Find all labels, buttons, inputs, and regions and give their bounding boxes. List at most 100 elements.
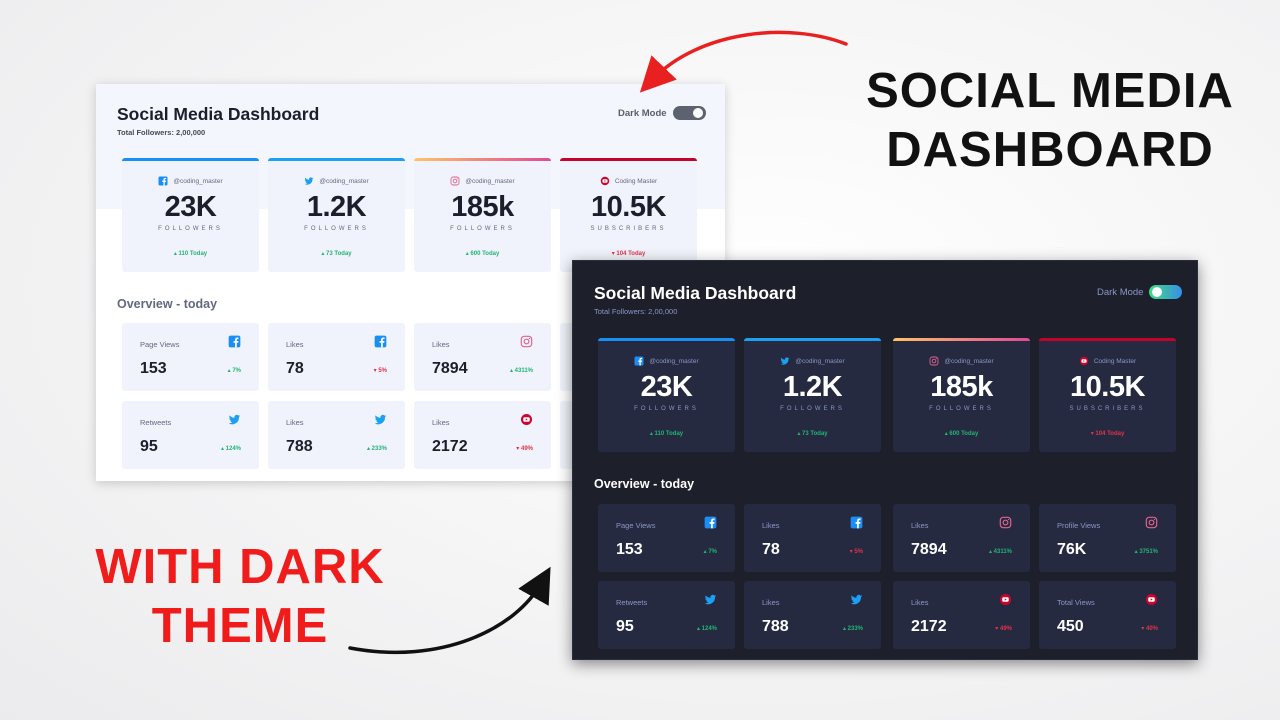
overview-card[interactable]: Retweets 95 ▴ 124% bbox=[122, 401, 259, 469]
headline-line-1: SOCIAL MEDIA bbox=[866, 64, 1234, 118]
arrow-up-icon: ▴ bbox=[227, 368, 233, 374]
overview-change-value: 3751% bbox=[1139, 549, 1158, 555]
overview-change-value: 49% bbox=[520, 446, 533, 452]
overview-value: 2172 bbox=[911, 618, 947, 635]
headline-line-2: THEME bbox=[151, 598, 329, 653]
follower-card-instagram[interactable]: @coding_master 185k FOLLOWERS ▴ 600 Today bbox=[414, 158, 551, 272]
overview-card[interactable]: Likes 7894 ▴ 4311% bbox=[893, 504, 1030, 572]
overview-card[interactable]: Profile Views 76K ▴ 3751% bbox=[1039, 504, 1176, 572]
total-followers: Total Followers: 2,00,000 bbox=[117, 128, 206, 137]
overview-value: 95 bbox=[616, 618, 634, 635]
arrow-up-icon: ▴ bbox=[1134, 549, 1140, 555]
overview-card[interactable]: Page Views 153 ▴ 7% bbox=[122, 323, 259, 391]
arrow-down-icon: ▾ bbox=[373, 368, 379, 374]
card-accent-bar bbox=[598, 338, 735, 341]
overview-value: 153 bbox=[140, 360, 167, 377]
page-title: Social Media Dashboard bbox=[117, 104, 320, 124]
headline-with-dark-theme: WITH DARK THEME bbox=[40, 538, 440, 656]
card-accent-bar bbox=[122, 158, 259, 161]
today-value: 110 Today bbox=[178, 251, 208, 257]
follower-card-youtube[interactable]: Coding Master 10.5K SUBSCRIBERS ▾ 104 Today bbox=[560, 158, 697, 272]
headline-line-1: WITH DARK bbox=[95, 540, 385, 594]
dark-mode-switch[interactable]: Dark Mode bbox=[1097, 285, 1183, 299]
overview-change-value: 40% bbox=[1145, 626, 1158, 632]
overview-label: Page Views bbox=[616, 521, 656, 530]
instagram-icon bbox=[520, 335, 533, 353]
total-followers: Total Followers: 2,00,000 bbox=[594, 307, 678, 316]
today-value: 104 Today bbox=[1095, 431, 1125, 437]
overview-card[interactable]: Retweets 95 ▴ 124% bbox=[598, 581, 735, 649]
follower-card-instagram[interactable]: @coding_master 185k FOLLOWERS ▴ 600 Today bbox=[893, 338, 1030, 452]
youtube-icon bbox=[1079, 356, 1089, 366]
card-accent-bar bbox=[414, 158, 551, 161]
overview-card[interactable]: Likes 78 ▾ 5% bbox=[744, 504, 881, 572]
overview-change-value: 233% bbox=[847, 626, 863, 632]
card-handle: @coding_master bbox=[744, 356, 881, 366]
overview-label: Likes bbox=[432, 418, 450, 427]
follower-count: 10.5K bbox=[591, 191, 666, 223]
overview-label: Page Views bbox=[140, 340, 180, 349]
overview-change: ▾ 40% bbox=[1141, 625, 1158, 632]
dark-mode-label: Dark Mode bbox=[618, 107, 667, 119]
card-handle: @coding_master bbox=[893, 356, 1030, 366]
arrow-up-icon: ▴ bbox=[703, 549, 709, 555]
today-change: ▴ 73 Today bbox=[744, 430, 881, 437]
card-handle: @coding_master bbox=[122, 176, 259, 186]
card-accent-bar bbox=[1039, 338, 1176, 341]
overview-value: 450 bbox=[1057, 618, 1084, 635]
today-value: 73 Today bbox=[326, 251, 352, 257]
dark-mode-toggle[interactable] bbox=[1149, 285, 1183, 299]
overview-card[interactable]: Likes 2172 ▾ 49% bbox=[893, 581, 1030, 649]
today-change: ▴ 600 Today bbox=[414, 250, 551, 257]
overview-change: ▴ 124% bbox=[697, 625, 717, 632]
arrow-up-icon: ▴ bbox=[842, 626, 848, 632]
follower-card-twitter[interactable]: @coding_master 1.2K FOLLOWERS ▴ 73 Today bbox=[268, 158, 405, 272]
overview-card[interactable]: Likes 78 ▾ 5% bbox=[268, 323, 405, 391]
dark-mode-toggle[interactable] bbox=[672, 106, 706, 120]
follower-count: 1.2K bbox=[306, 191, 367, 223]
arrow-up-icon: ▴ bbox=[988, 549, 994, 555]
overview-value: 7894 bbox=[432, 360, 468, 377]
follower-count: 10.5K bbox=[1070, 371, 1145, 403]
card-handle: @coding_master bbox=[268, 176, 405, 186]
card-handle: Coding Master bbox=[1039, 356, 1176, 366]
follower-unit: FOLLOWERS bbox=[304, 226, 369, 232]
follower-card-facebook[interactable]: @coding_master 23K FOLLOWERS ▴ 110 Today bbox=[122, 158, 259, 272]
overview-card[interactable]: Likes 788 ▴ 233% bbox=[744, 581, 881, 649]
overview-card[interactable]: Likes 2172 ▾ 49% bbox=[414, 401, 551, 469]
overview-card[interactable]: Likes 7894 ▴ 4311% bbox=[414, 323, 551, 391]
arrow-up-icon: ▴ bbox=[220, 446, 226, 452]
overview-change: ▴ 233% bbox=[367, 445, 387, 452]
twitter-icon bbox=[374, 413, 387, 431]
follower-card-facebook[interactable]: @coding_master 23K FOLLOWERS ▴ 110 Today bbox=[598, 338, 735, 452]
card-handle: @coding_master bbox=[598, 356, 735, 366]
card-accent-bar bbox=[268, 158, 405, 161]
follower-card-twitter[interactable]: @coding_master 1.2K FOLLOWERS ▴ 73 Today bbox=[744, 338, 881, 452]
dark-mode-switch[interactable]: Dark Mode bbox=[618, 106, 706, 120]
handle-text: @coding_master bbox=[795, 357, 845, 365]
headline-line-2: DASHBOARD bbox=[886, 122, 1214, 177]
overview-value: 95 bbox=[140, 438, 158, 455]
follower-count: 23K bbox=[164, 191, 217, 223]
follower-unit: SUBSCRIBERS bbox=[1069, 406, 1146, 412]
follower-unit: FOLLOWERS bbox=[634, 406, 699, 412]
facebook-icon bbox=[850, 516, 863, 534]
overview-change: ▾ 5% bbox=[374, 367, 387, 374]
handle-text: @coding_master bbox=[319, 177, 369, 185]
toggle-knob bbox=[1152, 287, 1163, 297]
instagram-icon bbox=[1145, 516, 1158, 534]
overview-change-value: 4311% bbox=[514, 368, 533, 374]
handle-text: @coding_master bbox=[649, 357, 699, 365]
overview-value: 76K bbox=[1057, 541, 1087, 558]
overview-change-value: 4311% bbox=[993, 549, 1012, 555]
today-value: 600 Today bbox=[470, 251, 500, 257]
overview-change: ▴ 4311% bbox=[989, 548, 1012, 555]
twitter-icon bbox=[704, 593, 717, 611]
overview-change: ▴ 233% bbox=[843, 625, 863, 632]
follower-card-youtube[interactable]: Coding Master 10.5K SUBSCRIBERS ▾ 104 Today bbox=[1039, 338, 1176, 452]
overview-card[interactable]: Page Views 153 ▴ 7% bbox=[598, 504, 735, 572]
facebook-icon bbox=[374, 335, 387, 353]
overview-card[interactable]: Total Views 450 ▾ 40% bbox=[1039, 581, 1176, 649]
overview-title: Overview - today bbox=[117, 297, 218, 311]
overview-card[interactable]: Likes 788 ▴ 233% bbox=[268, 401, 405, 469]
